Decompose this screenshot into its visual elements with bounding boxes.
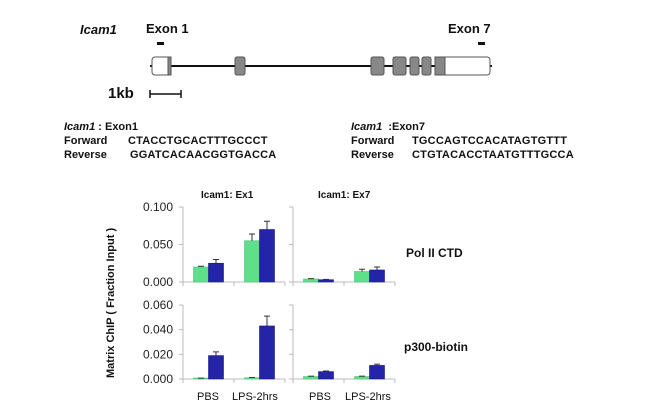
svg-text:0.020: 0.020 — [143, 347, 173, 361]
exon1-amplicon-marker — [157, 42, 164, 45]
bar — [244, 240, 260, 283]
svg-text:0.060: 0.060 — [143, 298, 173, 312]
bar — [208, 355, 224, 380]
reverse-seq: CTGTACACCTAATGTTTGCCA — [412, 149, 574, 161]
exon-6 — [421, 56, 432, 76]
row-label-p300: p300-biotin — [404, 340, 469, 354]
primer-gene: Icam1 — [351, 121, 383, 133]
forward-label: Forward — [351, 135, 395, 147]
row-label-pol2: Pol II CTD — [406, 246, 463, 260]
bar — [354, 376, 370, 380]
x-label-pbs-1: PBS — [197, 391, 220, 403]
bar — [259, 325, 275, 380]
x-label-lps-2: LPS-2hrs — [345, 391, 391, 403]
svg-text:0.050: 0.050 — [143, 238, 173, 252]
x-label-lps-1: LPS-2hrs — [232, 391, 278, 403]
exon-5 — [409, 56, 420, 76]
exon7-amplicon-marker — [478, 42, 485, 45]
exon7-label: Exon 7 — [448, 21, 491, 36]
reverse-label: Reverse — [351, 149, 394, 161]
gene-structure — [149, 56, 492, 98]
svg-text:0.000: 0.000 — [143, 275, 173, 289]
reverse-label: Reverse — [64, 149, 107, 161]
exon-4 — [392, 56, 407, 76]
primer-block-exon7: Icam1 :Exon7 Forward TGCCAGTCCACATAGTGTTT… — [351, 120, 574, 162]
column-title-ex1: Icam1: Ex1 — [201, 190, 254, 201]
exon-2 — [234, 56, 246, 76]
svg-text:0.000: 0.000 — [143, 372, 173, 386]
forward-seq: CTACCTGCACTTTGCCCT — [128, 135, 268, 147]
x-label-pbs-2: PBS — [309, 391, 332, 403]
primer-block-exon1: Icam1 : Exon1 Forward CTACCTGCACTTTGCCCT … — [64, 120, 276, 162]
bar — [369, 365, 385, 380]
reverse-seq: GGATCACAACGGTGACCA — [130, 149, 277, 161]
svg-text:0.040: 0.040 — [143, 323, 173, 337]
bar — [303, 376, 319, 380]
bar — [259, 229, 275, 283]
y-axis-label: Matrix ChIP ( Fraction Input ) — [105, 227, 117, 378]
primer-target: : Exon1 — [95, 121, 138, 133]
primer-target: :Exon7 — [382, 121, 425, 133]
exon-3 — [370, 56, 385, 76]
gene-name-label: Icam1 — [80, 22, 117, 37]
primer-gene: Icam1 — [64, 121, 96, 133]
bar — [193, 266, 209, 283]
forward-seq: TGCCAGTCCACATAGTGTTT — [412, 135, 568, 147]
forward-label: Forward — [64, 135, 108, 147]
bar — [354, 271, 370, 283]
scale-label: 1kb — [108, 85, 134, 102]
svg-text:0.100: 0.100 — [143, 200, 173, 214]
exon1-label: Exon 1 — [146, 21, 189, 36]
bar — [369, 269, 385, 283]
chip-bar-chart: 0.000 0.050 0.100 0.000 0.020 0.040 0.060 — [143, 200, 396, 386]
bar — [318, 371, 334, 380]
bar — [208, 262, 224, 283]
bar — [303, 278, 319, 283]
column-title-ex7: Icam1: Ex7 — [318, 190, 371, 201]
bar — [318, 279, 334, 283]
